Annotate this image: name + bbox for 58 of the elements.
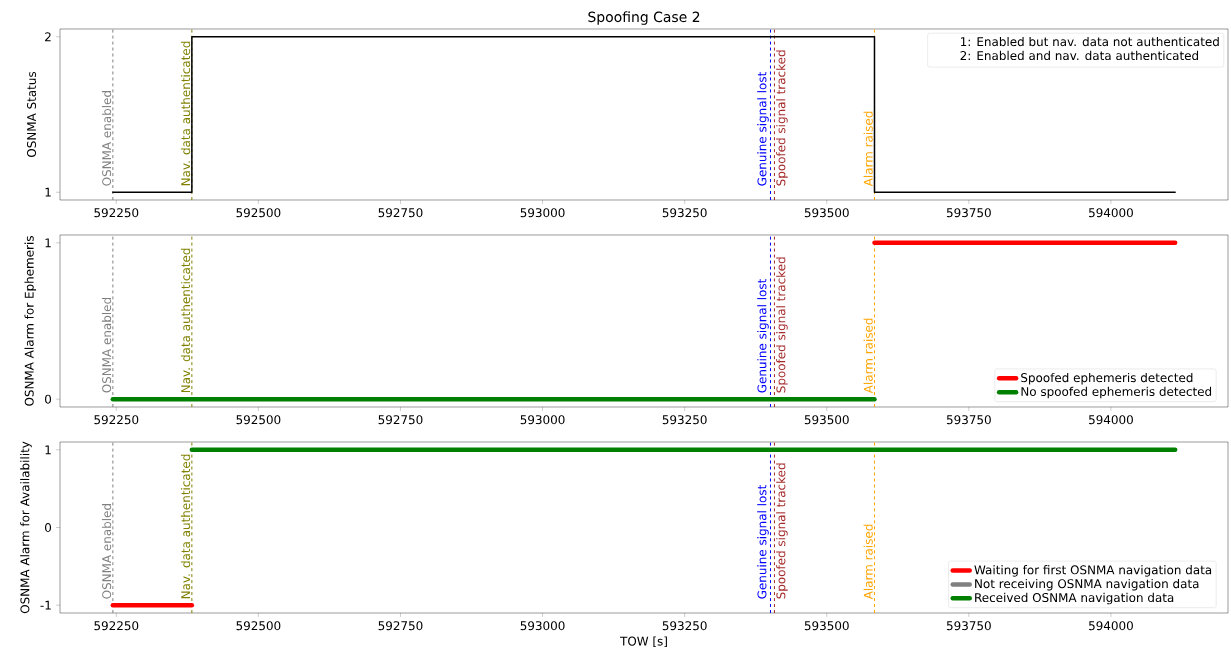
ref-line-label: OSNMA enabled xyxy=(101,91,112,186)
x-tick-label: 593500 xyxy=(804,621,849,631)
ref-line-label: OSNMA enabled xyxy=(101,298,112,393)
x-tick-label: 592250 xyxy=(94,208,139,218)
y-tick-label: 0 xyxy=(45,522,52,533)
x-tick-label: 592500 xyxy=(236,208,281,218)
legend-label: No spoofed ephemeris detected xyxy=(1021,386,1212,399)
legend-label: Received OSNMA navigation data xyxy=(975,592,1174,605)
y-axis-title: OSNMA Alarm for Availability xyxy=(20,441,32,614)
x-tick-label: 592250 xyxy=(94,621,139,631)
x-tick-label: 592750 xyxy=(378,621,423,631)
x-tick-label: 592500 xyxy=(236,621,281,631)
x-tick-label: 593500 xyxy=(804,415,849,425)
ref-line-label: Spoofed signal tracked xyxy=(776,50,788,186)
ref-line-label: Alarm raised xyxy=(863,111,873,187)
annotation: 1: Enabled but nav. data not authenticated xyxy=(960,36,1219,47)
x-tick-label: 592750 xyxy=(378,415,423,425)
y-tick-label: 0 xyxy=(45,394,52,404)
ref-line-label: OSNMA enabled xyxy=(101,504,112,599)
legend-label: Waiting for first OSNMA navigation data xyxy=(974,565,1212,577)
x-tick-label: 594000 xyxy=(1089,621,1133,631)
y-axis-title: OSNMA Alarm for Ephemeris xyxy=(24,236,37,406)
x-tick-label: 592250 xyxy=(94,415,139,425)
legend-label: Spoofed ephemeris detected xyxy=(1021,372,1193,385)
x-tick-label: 593250 xyxy=(662,415,707,425)
ref-line-label: Spoofed signal tracked xyxy=(776,463,788,599)
chart-title: Spoofing Case 2 xyxy=(588,11,700,25)
x-tick-label: 593250 xyxy=(662,208,707,218)
y-tick-label: 2 xyxy=(45,32,51,42)
ref-line-label: Spoofed signal tracked xyxy=(776,257,788,393)
x-tick-label: 594000 xyxy=(1089,415,1133,425)
x-tick-label: 593250 xyxy=(662,621,707,631)
ref-line-label: Nav. data authenticated xyxy=(180,454,191,599)
ref-line-label: Alarm raised xyxy=(863,318,873,394)
ref-line-label: Alarm raised xyxy=(863,524,873,600)
x-tick-label: 594000 xyxy=(1089,208,1133,218)
ref-line-label: Nav. data authenticated xyxy=(180,248,191,393)
ref-line-label: Genuine signal lost xyxy=(757,278,769,393)
ref-line-label: Nav. data authenticated xyxy=(180,41,191,186)
x-tick-label: 593750 xyxy=(946,621,991,631)
ref-line-label: Genuine signal lost xyxy=(757,72,769,186)
x-tick-label: 592750 xyxy=(378,208,423,218)
x-axis-title: TOW [s] xyxy=(620,636,667,648)
legend-label: Not receiving OSNMA navigation data xyxy=(975,578,1199,591)
annotation: 2: Enabled and nav. data authenticated xyxy=(960,50,1199,61)
x-tick-label: 593000 xyxy=(520,415,565,425)
x-tick-label: 593000 xyxy=(520,208,565,218)
y-tick-label: 1 xyxy=(45,238,51,248)
y-tick-label: 1 xyxy=(45,445,51,455)
y-axis-title: OSNMA Status xyxy=(27,71,37,157)
y-tick-label: -1 xyxy=(40,600,51,610)
x-tick-label: 593750 xyxy=(946,208,991,218)
y-tick-label: 1 xyxy=(45,187,51,197)
x-tick-label: 593500 xyxy=(804,208,849,218)
x-tick-label: 593750 xyxy=(946,415,991,425)
ref-line-label: Genuine signal lost xyxy=(757,485,769,599)
x-tick-label: 592500 xyxy=(236,415,281,425)
x-tick-label: 593000 xyxy=(520,621,565,631)
